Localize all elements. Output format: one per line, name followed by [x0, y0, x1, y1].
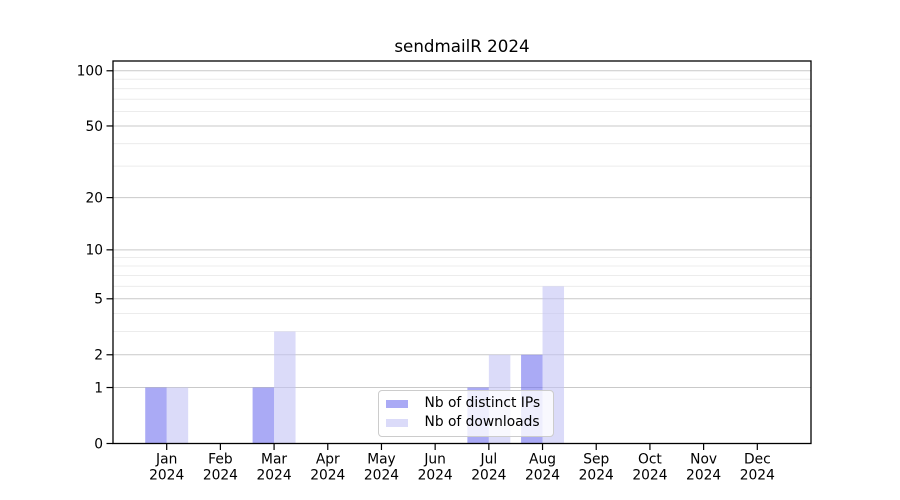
- y-tick-label: 1: [94, 380, 103, 396]
- x-tick-label-year: 2024: [418, 468, 453, 484]
- y-tick-label: 2: [94, 348, 103, 364]
- x-tick-label-year: 2024: [257, 468, 292, 484]
- y-tick-label: 100: [77, 64, 103, 80]
- x-tick-label-year: 2024: [579, 468, 614, 484]
- x-tick-label-year: 2024: [525, 468, 560, 484]
- x-tick-label-month: Jul: [480, 452, 498, 468]
- legend-label-downloads: Nb of downloads: [424, 414, 540, 431]
- x-tick-label-year: 2024: [310, 468, 345, 484]
- y-tick-label: 20: [85, 190, 103, 206]
- x-tick-label-year: 2024: [471, 468, 506, 484]
- bar-distinct-ips: [252, 387, 275, 444]
- x-tick-label-month: Mar: [261, 452, 287, 468]
- x-tick-label-month: Apr: [316, 452, 340, 468]
- x-tick-label-year: 2024: [740, 468, 775, 484]
- plot-border: [112, 60, 812, 445]
- legend-item-distinct-ips: Nb of distinct IPs: [386, 395, 553, 414]
- x-tick-label-month: Feb: [208, 452, 232, 468]
- x-tick-label-year: 2024: [364, 468, 399, 484]
- x-tick-label-year: 2024: [149, 468, 184, 484]
- legend-label-distinct-ips: Nb of distinct IPs: [424, 395, 541, 412]
- y-tick-label: 0: [94, 436, 103, 452]
- x-tick-label-month: Aug: [529, 452, 556, 468]
- bar-downloads: [166, 387, 189, 444]
- chart-title: sendmailR 2024: [394, 36, 530, 56]
- y-tick-label: 50: [85, 119, 103, 135]
- x-tick-label-month: Jun: [423, 452, 446, 468]
- legend: Nb of distinct IPs Nb of downloads: [378, 390, 554, 437]
- x-tick-label-month: Nov: [690, 452, 717, 468]
- x-tick-label-year: 2024: [632, 468, 667, 484]
- x-tick-label-month: Jan: [155, 452, 177, 468]
- bar-distinct-ips: [145, 387, 167, 444]
- x-tick-label-year: 2024: [203, 468, 238, 484]
- legend-swatch-downloads: [386, 418, 408, 428]
- x-tick-label-month: May: [367, 452, 396, 468]
- y-tick-label: 5: [94, 292, 103, 308]
- x-tick-label-month: Sep: [583, 452, 609, 468]
- x-tick-label-month: Oct: [638, 452, 662, 468]
- legend-swatch-distinct-ips: [386, 399, 408, 409]
- x-tick-label-year: 2024: [686, 468, 721, 484]
- bar-downloads: [274, 331, 296, 444]
- x-tick-label-month: Dec: [744, 452, 771, 468]
- y-tick-label: 10: [85, 243, 103, 259]
- legend-item-downloads: Nb of downloads: [386, 414, 553, 433]
